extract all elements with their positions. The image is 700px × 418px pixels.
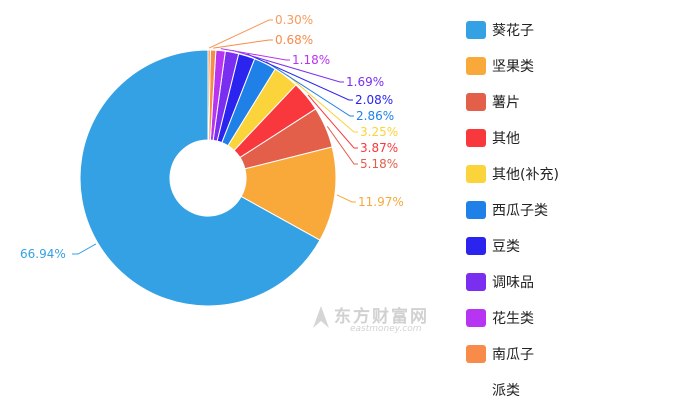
data-label-10: 0.68% xyxy=(275,33,313,47)
watermark-subtitle: eastmoney.com xyxy=(350,324,422,334)
legend-label: 坚果类 xyxy=(492,59,534,75)
legend-item[interactable]: 其他(补充) xyxy=(466,162,559,186)
pie-slice-2 xyxy=(240,146,337,241)
legend-label: 调味品 xyxy=(492,275,534,291)
data-label-3: 5.18% xyxy=(360,157,398,171)
leader-line-3 xyxy=(326,126,358,165)
data-label-11: 0.30% xyxy=(275,13,313,27)
legend-label: 其他(补充) xyxy=(492,167,559,183)
legend-item[interactable]: 葵花子 xyxy=(466,18,534,42)
leader-line-11 xyxy=(209,19,273,49)
watermark-title: 东方财富网 xyxy=(334,307,429,327)
legend-label: 其他 xyxy=(492,131,520,147)
leader-line-2 xyxy=(336,194,356,203)
legend-item[interactable]: 豆类 xyxy=(466,234,520,258)
legend-label: 派类 xyxy=(492,383,520,399)
data-label-6: 2.86% xyxy=(356,109,394,123)
legend-swatch xyxy=(466,57,486,75)
pie-slice-1 xyxy=(79,49,321,307)
pie-slice-6 xyxy=(221,58,276,147)
leader-line-5 xyxy=(286,74,358,133)
legend-label: 西瓜子类 xyxy=(492,203,548,219)
legend-swatch xyxy=(466,345,486,363)
legend-swatch xyxy=(466,273,486,291)
data-label-4: 3.87% xyxy=(360,141,398,155)
legend-swatch xyxy=(466,309,486,327)
data-label-8: 1.69% xyxy=(346,75,384,89)
pie-slice-4 xyxy=(233,84,317,159)
legend-item[interactable]: 派类 xyxy=(466,378,520,402)
leader-line-6 xyxy=(265,61,354,117)
pie-slice-3 xyxy=(239,108,333,170)
legend-swatch xyxy=(466,201,486,219)
eastmoney-logo-icon xyxy=(313,306,329,328)
legend-label: 薯片 xyxy=(492,95,520,111)
leader-line-9 xyxy=(220,48,290,61)
data-label-7: 2.08% xyxy=(355,93,393,107)
legend-item[interactable]: 坚果类 xyxy=(466,54,534,78)
legend-item[interactable]: 西瓜子类 xyxy=(466,198,548,222)
leader-line-8 xyxy=(232,49,344,83)
leader-line-4 xyxy=(307,94,358,149)
legend-item[interactable]: 薯片 xyxy=(466,90,520,114)
leader-line-1 xyxy=(72,243,97,255)
leader-line-7 xyxy=(247,53,353,101)
pie-slice-5 xyxy=(227,68,297,152)
legend-swatch xyxy=(466,237,486,255)
legend-swatch xyxy=(466,21,486,39)
legend-swatch xyxy=(466,93,486,111)
legend-swatch xyxy=(466,381,486,399)
legend-label: 葵花子 xyxy=(492,23,534,39)
legend-item[interactable]: 花生类 xyxy=(466,306,534,330)
data-label-5: 3.25% xyxy=(360,125,398,139)
legend-item[interactable]: 调味品 xyxy=(466,270,534,294)
data-label-1: 66.94% xyxy=(20,247,66,261)
legend-swatch xyxy=(466,165,486,183)
legend-label: 豆类 xyxy=(492,239,520,255)
legend-item[interactable]: 南瓜子 xyxy=(466,342,534,366)
legend-label: 南瓜子 xyxy=(492,347,534,363)
leader-line-10 xyxy=(213,39,273,49)
data-label-9: 1.18% xyxy=(292,53,330,67)
legend-label: 花生类 xyxy=(492,311,534,327)
pie-slice-11 xyxy=(207,49,211,141)
legend-item[interactable]: 其他 xyxy=(466,126,520,150)
legend-swatch xyxy=(466,129,486,147)
data-label-2: 11.97% xyxy=(358,195,404,209)
